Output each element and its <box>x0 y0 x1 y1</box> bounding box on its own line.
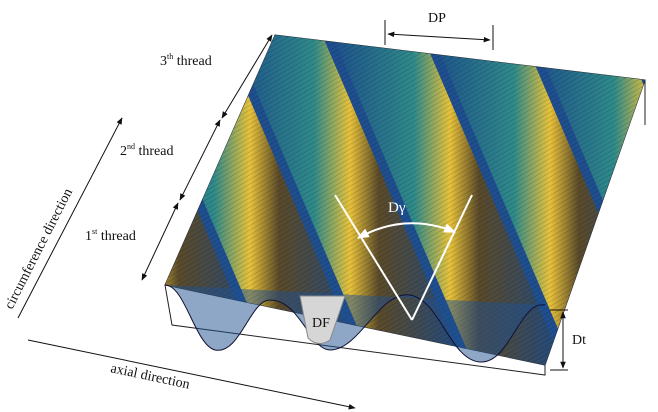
depth-label: Dt <box>572 333 586 348</box>
thread-number: 2 <box>120 144 127 159</box>
axial-label: axial direction <box>109 361 191 392</box>
thread-word: thread <box>97 229 135 244</box>
diagram: DP Dγ DF Dt 3th thread 2nd thread 1st th… <box>0 0 658 412</box>
thread-label: 2nd thread <box>120 142 173 159</box>
thread-label: 3th thread <box>160 52 212 69</box>
circumference-label: circumference direction <box>2 186 76 312</box>
flank-label: DF <box>312 316 330 331</box>
thread-word: thread <box>135 144 173 159</box>
thread-suffix: nd <box>127 142 135 151</box>
thread-label: 1st thread <box>85 227 136 244</box>
thread-word: thread <box>173 54 211 69</box>
page: {"labels": { "pitch": "DP", "angle": "Dγ… <box>0 0 658 412</box>
angle-label: Dγ <box>388 200 406 216</box>
pitch-label: DP <box>428 11 446 26</box>
thread-number: 1 <box>85 229 92 244</box>
thread-number: 3 <box>160 54 167 69</box>
